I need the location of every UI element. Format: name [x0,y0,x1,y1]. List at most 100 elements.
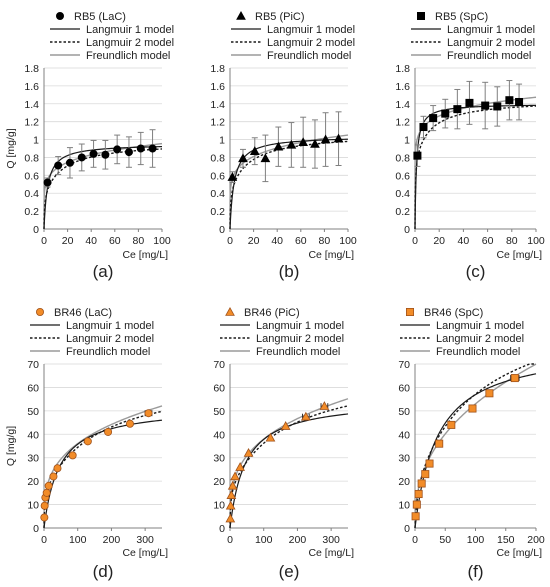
data-point [148,144,157,153]
y-tick-label: 1.6 [395,81,410,93]
legend-entry-data: BR46 (SpC) [424,307,483,319]
data-point [273,141,284,151]
x-tick-label: 60 [109,235,121,247]
x-tick-label: 150 [497,534,515,546]
y-tick-label: 0.2 [24,206,39,218]
x-tick-label: 50 [439,534,451,546]
y-tick-label: 0.6 [210,170,225,182]
data-point [124,148,133,157]
y-tick-label: 10 [213,500,225,512]
y-tick-label: 60 [213,382,225,394]
legend-entry-freundlich: Freundlich model [86,50,170,62]
y-axis-title: Q [mg/g] [5,426,17,466]
y-tick-label: 1 [219,135,225,147]
y-tick-label: 1.4 [395,99,410,111]
y-tick-label: 0.2 [395,206,410,218]
data-point [419,123,428,132]
data-point [510,374,519,383]
y-tick-label: 1.8 [395,63,410,75]
data-point [53,464,62,473]
model-curve-langmuir1 [43,419,163,529]
legend-entry-freundlich: Freundlich model [66,346,150,358]
y-tick-label: 1.8 [24,63,39,75]
x-tick-label: 100 [467,534,485,546]
y-tick-label: 1.2 [210,117,225,129]
y-tick-label: 0 [219,523,225,535]
x-tick-label: 100 [339,235,357,247]
data-point [225,500,236,510]
x-tick-label: 20 [62,235,74,247]
y-tick-label: 1.4 [210,99,225,111]
model-curve-freundlich [414,363,537,529]
panel-label: (d) [93,562,114,581]
y-tick-label: 0.4 [210,188,225,200]
y-tick-label: 0.4 [395,188,410,200]
legend-entry-langmuir1: Langmuir 1 model [267,24,355,36]
x-tick-label: 20 [248,235,260,247]
x-tick-label: 40 [271,235,283,247]
data-point [485,389,494,398]
x-tick-label: 40 [458,235,470,247]
data-point [505,96,514,105]
y-tick-label: 1.6 [210,81,225,93]
model-curve-langmuir2 [229,405,349,529]
data-point [425,459,434,468]
data-point [44,481,53,490]
x-tick-label: 100 [255,534,273,546]
data-point [89,149,98,158]
y-tick-label: 0.6 [395,170,410,182]
y-tick-label: 70 [398,359,410,371]
data-point [468,404,477,413]
y-tick-label: 1.6 [24,81,39,93]
x-tick-label: 300 [322,534,340,546]
data-point [411,512,420,521]
data-point [230,471,240,481]
legend-entry-langmuir2: Langmuir 2 model [66,333,154,345]
y-tick-label: 10 [398,500,410,512]
model-curve-langmuir2 [229,140,349,230]
y-tick-label: 20 [213,476,225,488]
x-tick-label: 0 [412,534,418,546]
data-point [412,500,421,509]
data-point [298,137,309,146]
x-axis-title: Ce [mg/L] [122,249,168,261]
x-axis-title: Ce [mg/L] [496,547,542,559]
y-tick-label: 10 [27,500,39,512]
x-tick-label: 100 [527,235,545,247]
y-tick-label: 50 [398,406,410,418]
legend-entry-freundlich: Freundlich model [256,346,340,358]
x-tick-label: 0 [227,534,233,546]
legend-entry-data: RB5 (PiC) [255,11,305,23]
data-point [42,488,51,497]
legend-entry-langmuir1: Langmuir 1 model [256,320,344,332]
panel-label: (c) [466,262,486,281]
data-point [453,105,462,114]
y-tick-label: 50 [27,406,39,418]
x-tick-label: 100 [153,235,171,247]
y-tick-label: 0 [404,224,410,236]
data-point [493,102,502,111]
model-curve-freundlich [229,398,349,529]
data-point [320,134,331,144]
panel-label: (b) [279,262,300,281]
data-point [319,401,330,410]
x-tick-label: 80 [506,235,518,247]
y-tick-label: 1 [404,135,410,147]
panel-label: (e) [279,562,300,581]
data-point [333,133,344,143]
model-curve-langmuir1 [229,413,349,529]
legend-entry-langmuir1: Langmuir 1 model [66,320,154,332]
data-point [447,420,456,429]
x-tick-label: 60 [482,235,494,247]
y-tick-label: 70 [27,359,39,371]
y-tick-label: 0.8 [395,152,410,164]
data-point [238,153,248,163]
legend-entry-freundlich: Freundlich model [436,346,520,358]
